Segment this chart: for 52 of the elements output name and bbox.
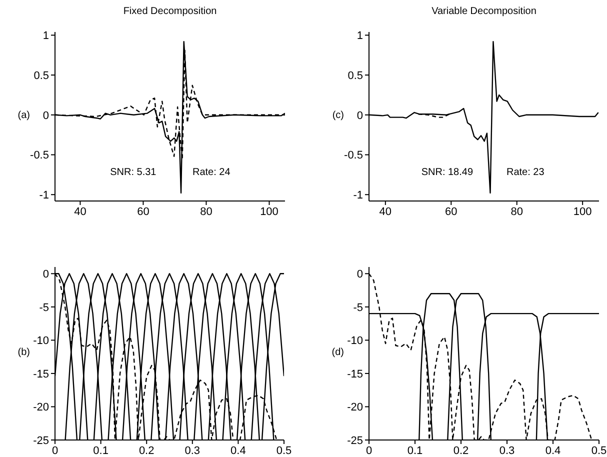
x-tick-label: 0.5 (276, 444, 292, 457)
annotation: SNR: 5.31 (109, 166, 158, 178)
x-tick-label: 80 (200, 206, 212, 218)
y-tick-label: 0 (356, 268, 363, 281)
x-tick-label: 100 (573, 206, 592, 218)
y-tick-label: -0.5 (30, 150, 49, 162)
x-tick-label: 0.5 (591, 444, 607, 457)
x-tick-label: 0.4 (230, 444, 246, 457)
y-tick-label: -25 (347, 434, 363, 447)
annotation: Rate: 24 (191, 166, 232, 178)
y-tick-label: -15 (347, 368, 363, 380)
x-tick-label: 100 (260, 206, 278, 218)
y-tick-label: 1 (42, 30, 49, 42)
x-tick-label: 0.2 (453, 444, 469, 457)
y-tick-label: -10 (33, 335, 49, 348)
x-tick-label: 0.3 (499, 444, 515, 457)
x-tick-label: 80 (510, 206, 523, 218)
y-tick-label: -1 (39, 190, 49, 202)
y-tick-label: -5 (39, 302, 49, 314)
y-tick-label: 1 (356, 30, 363, 42)
y-tick-label: 0 (42, 110, 49, 122)
x-tick-label: 60 (137, 206, 150, 218)
x-tick-label: 0.1 (407, 444, 423, 457)
annotation: Rate: 23 (505, 166, 546, 178)
y-tick-label: -20 (33, 402, 49, 414)
x-tick-label: 60 (445, 206, 458, 218)
x-tick-label: 0 (52, 444, 58, 457)
chart-title: Variable Decomposition (430, 6, 538, 17)
y-tick-label: -15 (33, 368, 49, 380)
y-tick-label: -10 (347, 335, 363, 348)
x-tick-label: 0.3 (184, 444, 200, 457)
x-tick-label: 0.4 (545, 444, 561, 457)
x-tick-label: 0 (366, 444, 372, 457)
y-tick-label: 0 (42, 268, 49, 281)
y-axis-title: (d) (330, 346, 344, 358)
y-tick-label: -20 (347, 402, 363, 414)
y-tick-label: 0.5 (348, 70, 363, 82)
y-axis-title: (b) (16, 346, 30, 358)
x-tick-label: 0.2 (138, 444, 154, 457)
x-tick-label: 40 (379, 206, 392, 218)
annotation: SNR: 18.49 (420, 166, 474, 178)
x-tick-label: 0.1 (93, 444, 108, 457)
y-tick-label: 0 (356, 110, 363, 122)
y-tick-label: -0.5 (344, 150, 363, 162)
y-tick-label: 0.5 (34, 70, 49, 82)
y-axis-title: (c) (331, 110, 344, 120)
y-tick-label: -5 (353, 302, 363, 314)
x-tick-label: 40 (74, 206, 86, 218)
chart-title: Fixed Decomposition (122, 6, 218, 17)
y-tick-label: -25 (33, 434, 49, 447)
y-tick-label: -1 (353, 190, 363, 202)
y-axis-title: (a) (16, 110, 30, 120)
